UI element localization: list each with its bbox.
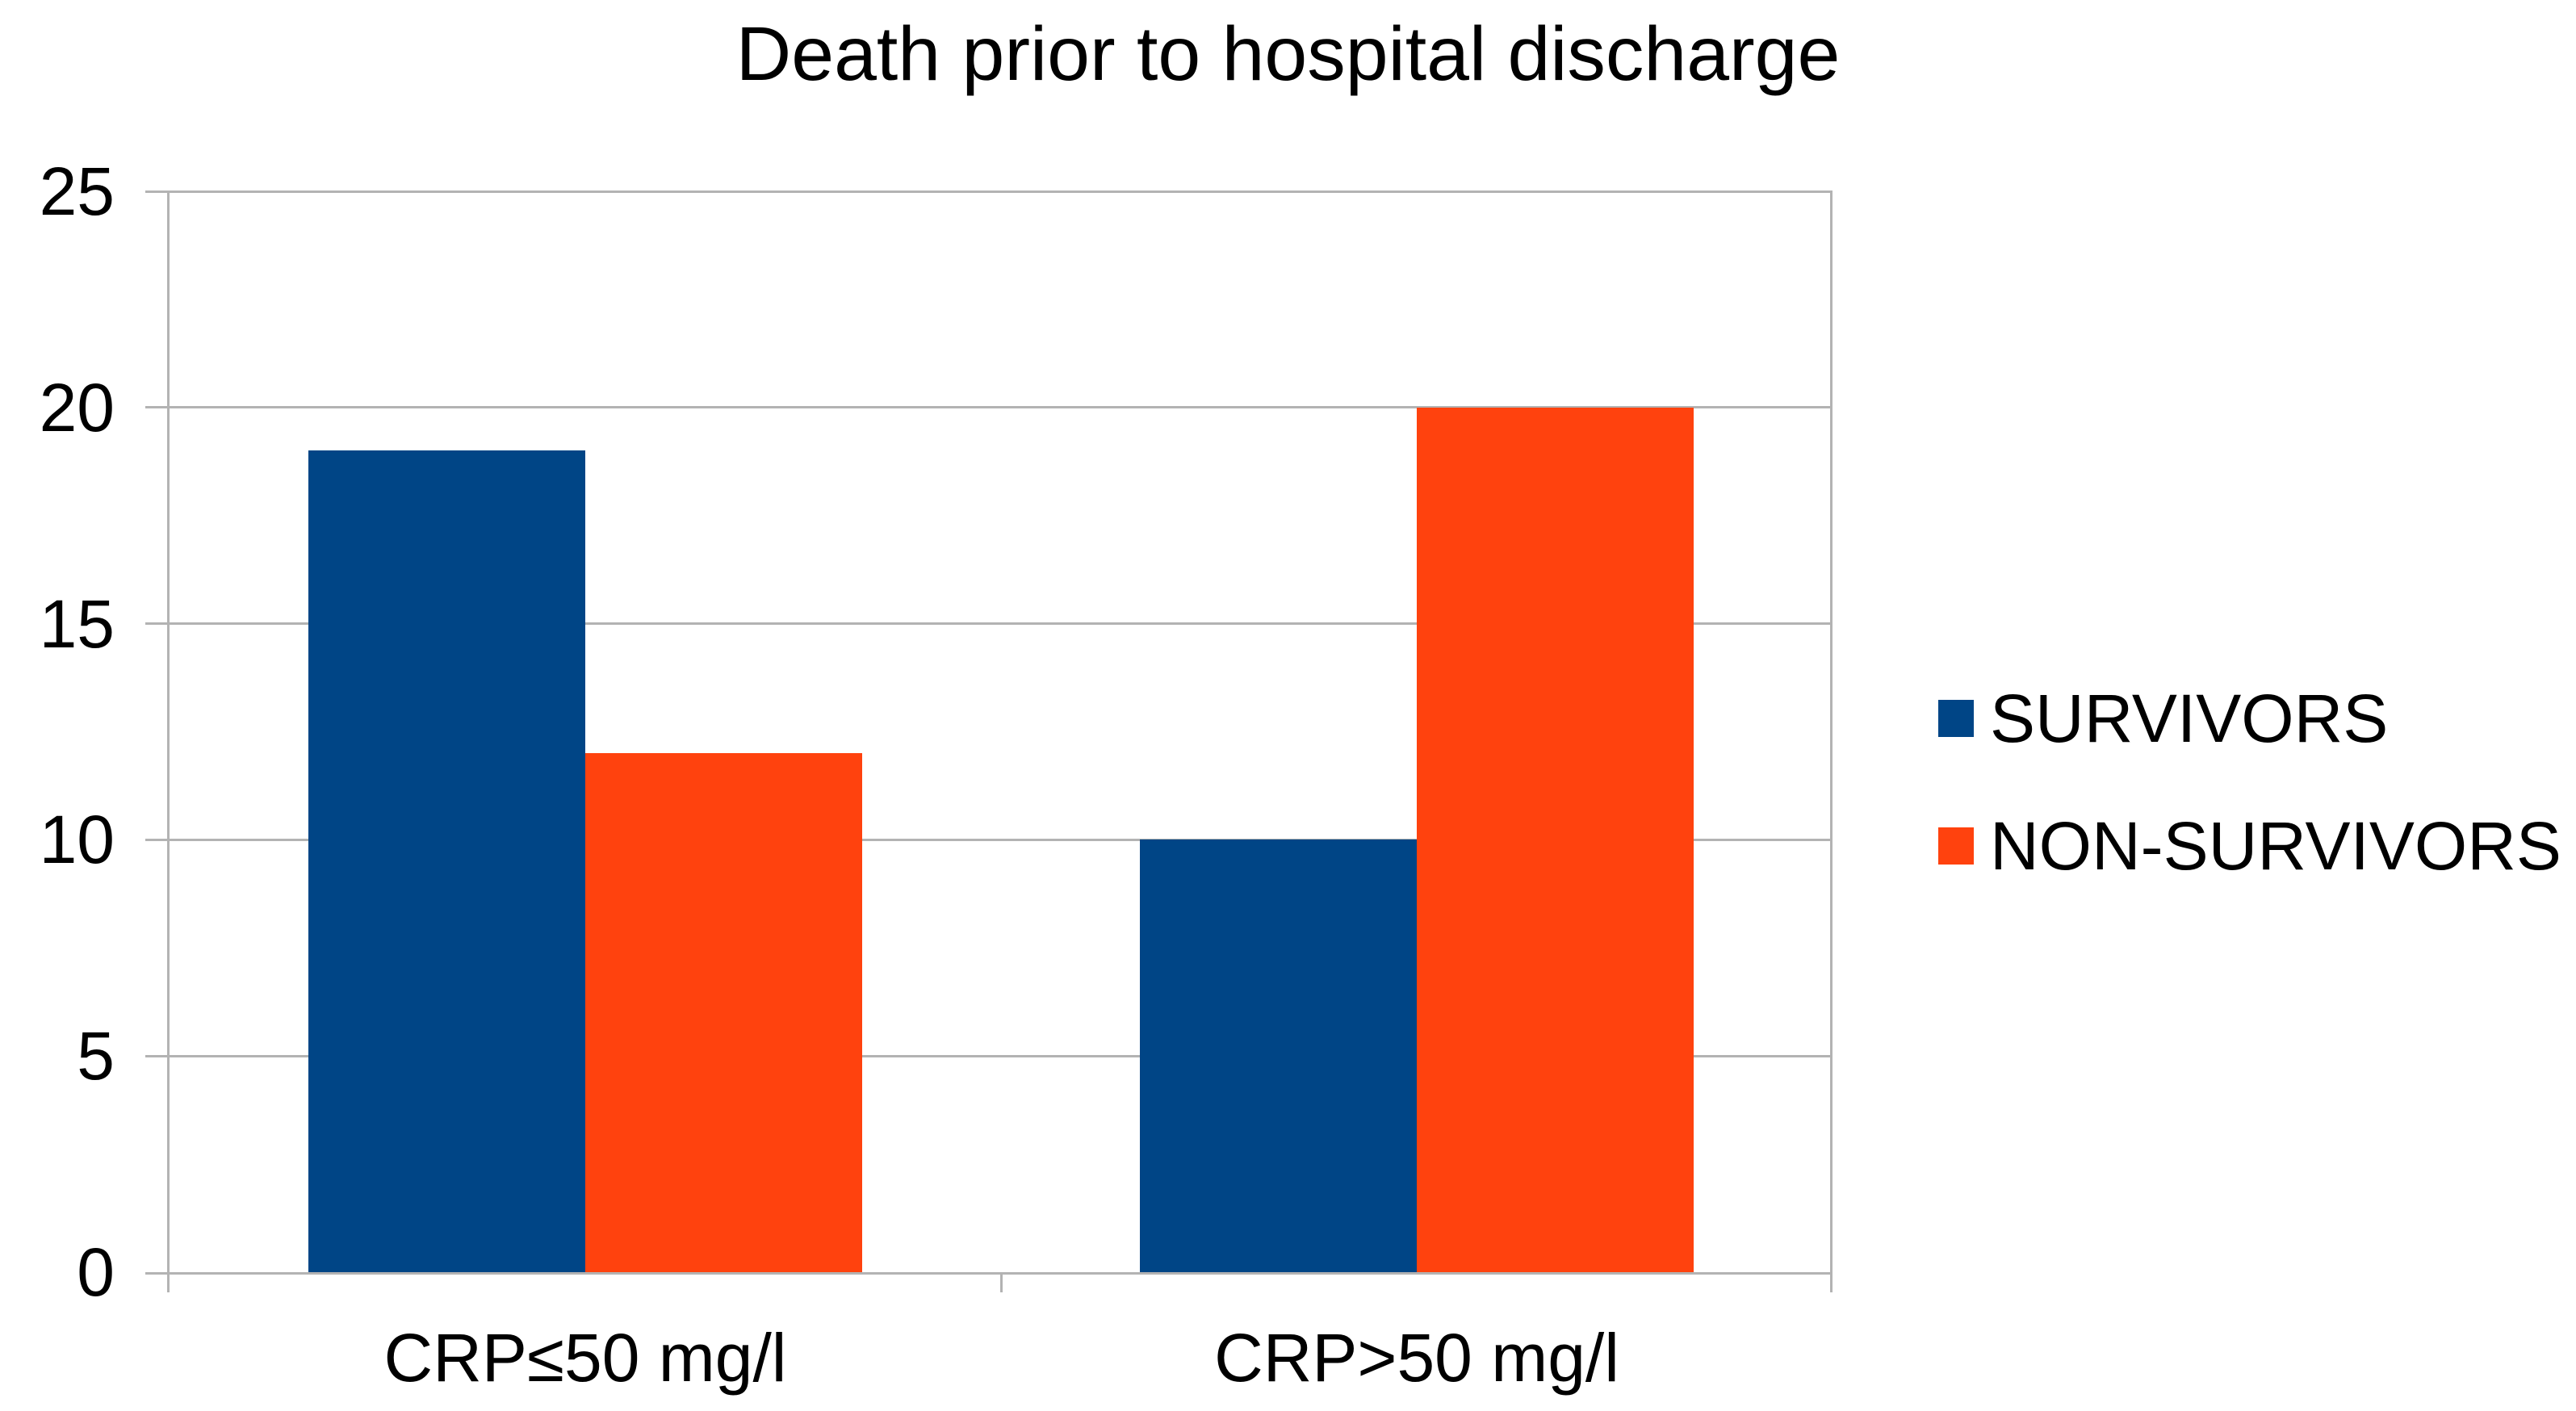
x-category-label: CRP≤50 mg/l bbox=[383, 1320, 787, 1396]
x-axis-tick bbox=[167, 1272, 170, 1292]
y-tick-label: 5 bbox=[77, 1018, 115, 1095]
bar-survivors-0 bbox=[308, 450, 585, 1272]
legend-label: NON-SURVIVORS bbox=[1990, 808, 2561, 884]
gridline-y-10 bbox=[145, 838, 1833, 841]
y-tick-label: 25 bbox=[39, 153, 115, 229]
y-tick-label: 20 bbox=[39, 369, 115, 446]
gridline-y-25 bbox=[145, 190, 1833, 193]
gridline-y-15 bbox=[145, 622, 1833, 626]
legend-item-non-survivors: NON-SURVIVORS bbox=[1938, 806, 2561, 886]
legend-item-survivors: SURVIVORS bbox=[1938, 678, 2388, 759]
y-tick-label: 10 bbox=[39, 802, 115, 878]
legend-swatch-icon bbox=[1938, 827, 1974, 865]
y-tick-label: 0 bbox=[77, 1234, 115, 1310]
legend-label: SURVIVORS bbox=[1990, 680, 2389, 756]
x-axis-tick bbox=[999, 1272, 1003, 1292]
bar-non-survivors-0 bbox=[585, 753, 863, 1272]
gridline-y-20 bbox=[145, 406, 1833, 409]
plot-right-border bbox=[1830, 191, 1833, 1272]
plot-area bbox=[145, 190, 1833, 1292]
chart-title: Death prior to hospital discharge bbox=[735, 11, 1841, 97]
legend-swatch-icon bbox=[1938, 700, 1974, 737]
y-tick-label: 15 bbox=[39, 585, 115, 662]
gridline-y-5 bbox=[145, 1054, 1833, 1057]
bar-survivors-1 bbox=[1139, 839, 1417, 1272]
y-axis-line bbox=[167, 191, 170, 1272]
x-category-label: CRP>50 mg/l bbox=[1214, 1320, 1619, 1396]
x-axis-tick bbox=[1830, 1272, 1833, 1292]
bar-non-survivors-1 bbox=[1417, 407, 1694, 1272]
gridline-y-0 bbox=[145, 1272, 1833, 1275]
